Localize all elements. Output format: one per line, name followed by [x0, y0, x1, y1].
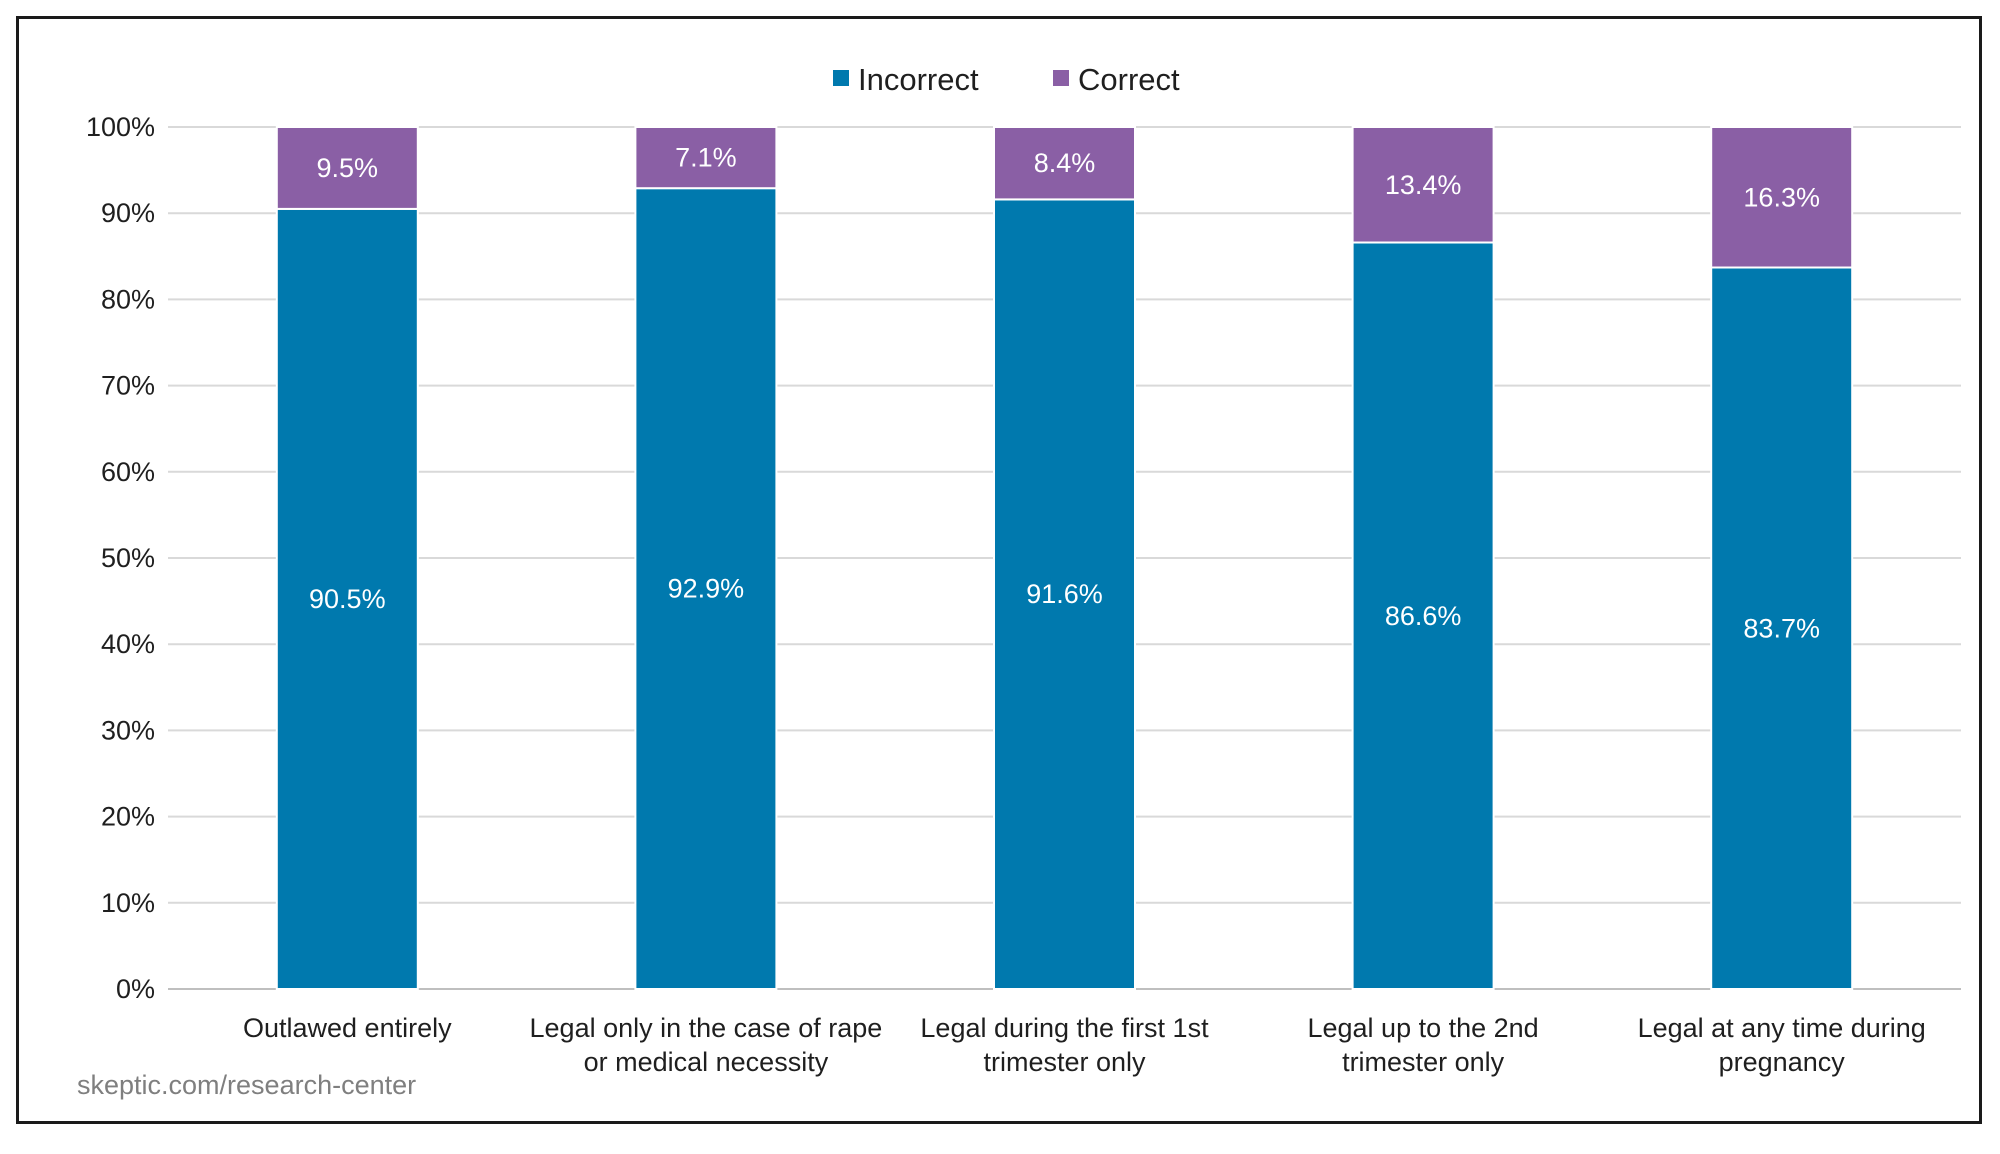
data-label: 8.4%: [1034, 148, 1096, 178]
y-tick-label: 100%: [86, 112, 155, 142]
bar-segment-correct: [1710, 126, 1854, 269]
x-category-label: Outlawed entirely: [243, 1013, 452, 1043]
x-axis-categories: Outlawed entirely Legal only in the case …: [243, 1013, 1926, 1077]
y-tick-label: 70%: [101, 371, 155, 401]
data-label: 90.5%: [309, 584, 386, 614]
data-label: 9.5%: [317, 153, 379, 183]
y-tick-label: 40%: [101, 629, 155, 659]
x-category-label: Legal only in the case of rape: [530, 1013, 883, 1043]
y-axis-ticks: 0% 10% 20% 30% 40% 50% 60% 70% 80% 90% 100%: [86, 112, 155, 1004]
x-category-label: pregnancy: [1719, 1047, 1846, 1077]
bar-segment-correct: [275, 126, 419, 210]
chart-frame: 0% 10% 20% 30% 40% 50% 60% 70% 80% 90% 100% 90.5% 9…: [16, 16, 1982, 1124]
data-label: 16.3%: [1743, 182, 1820, 212]
x-category-label: trimester only: [983, 1047, 1146, 1077]
legend-swatch: [833, 70, 849, 86]
bars: [275, 126, 1854, 991]
bar-segment-correct: [1351, 126, 1495, 244]
data-label: 7.1%: [675, 143, 737, 173]
data-label: 91.6%: [1026, 579, 1103, 609]
y-tick-label: 80%: [101, 284, 155, 314]
data-labels: 90.5% 9.5% 92.9% 7.1% 91.6% 8.4% 86.6% 13.4% 83.…: [309, 143, 1820, 644]
y-tick-label: 0%: [116, 974, 155, 1004]
legend-label: Correct: [1078, 62, 1180, 97]
data-label: 86.6%: [1385, 601, 1462, 631]
data-label: 13.4%: [1385, 170, 1462, 200]
stacked-bar-chart: 0%10%20%30%40%50%60%70%80%90%100% 90.5%9…: [77, 62, 1961, 1100]
legend-swatch: [1053, 70, 1069, 86]
y-tick-label: 50%: [101, 543, 155, 573]
x-category-label: Legal at any time during: [1638, 1013, 1926, 1043]
bar-segment-incorrect: [993, 198, 1136, 990]
x-category-label: Legal up to the 2nd: [1307, 1013, 1538, 1043]
y-tick-label: 30%: [101, 715, 155, 745]
bar-segment-correct: [993, 126, 1136, 201]
bar-segment-incorrect: [1351, 241, 1495, 990]
legend-label: Incorrect: [858, 62, 979, 97]
y-tick-label: 90%: [101, 198, 155, 228]
y-tick-label: 20%: [101, 802, 155, 832]
data-label: 83.7%: [1743, 613, 1820, 643]
y-tick-label: 10%: [101, 888, 155, 918]
bar-segment-incorrect: [275, 207, 419, 990]
source-credit: skeptic.com/research-center: [77, 1070, 416, 1100]
bar-segment-correct: [634, 126, 778, 190]
x-category-label: trimester only: [1342, 1047, 1505, 1077]
x-category-label: Legal during the first 1st: [920, 1013, 1209, 1043]
y-tick-label: 60%: [101, 457, 155, 487]
bar-segment-incorrect: [1710, 266, 1854, 991]
bar-segment-incorrect: [634, 187, 778, 990]
legend: Incorrect Correct: [833, 62, 1180, 97]
data-label: 92.9%: [668, 574, 745, 604]
x-category-label: or medical necessity: [584, 1047, 829, 1077]
